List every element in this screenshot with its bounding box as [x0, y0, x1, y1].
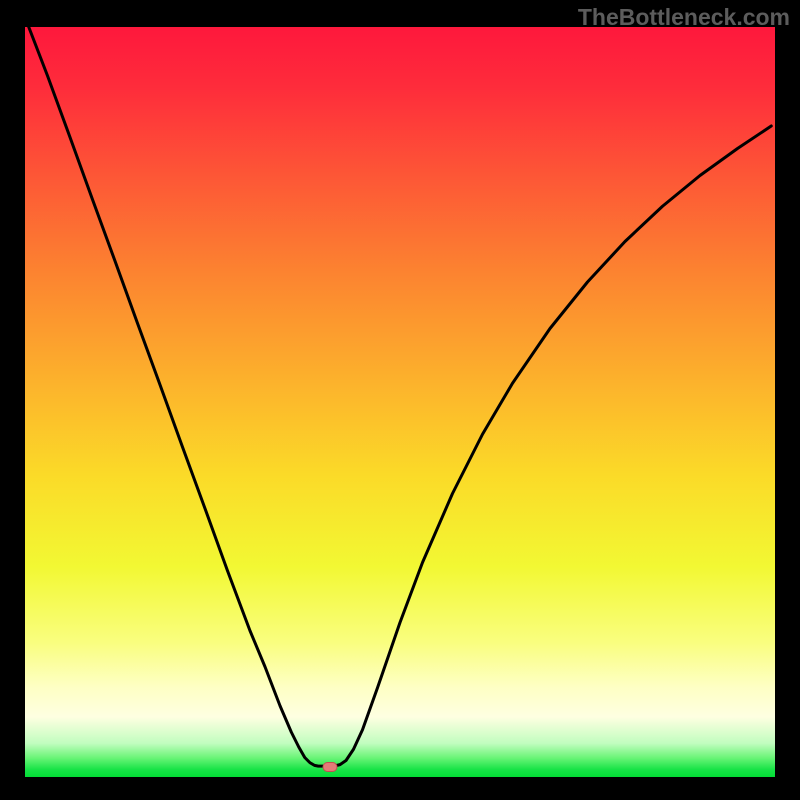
chart-frame: TheBottleneck.com: [0, 0, 800, 800]
watermark-text: TheBottleneck.com: [578, 4, 790, 31]
curve-path: [29, 27, 772, 766]
plot-area: [25, 27, 775, 777]
bottleneck-curve: [25, 27, 775, 777]
optimum-marker: [322, 762, 337, 772]
